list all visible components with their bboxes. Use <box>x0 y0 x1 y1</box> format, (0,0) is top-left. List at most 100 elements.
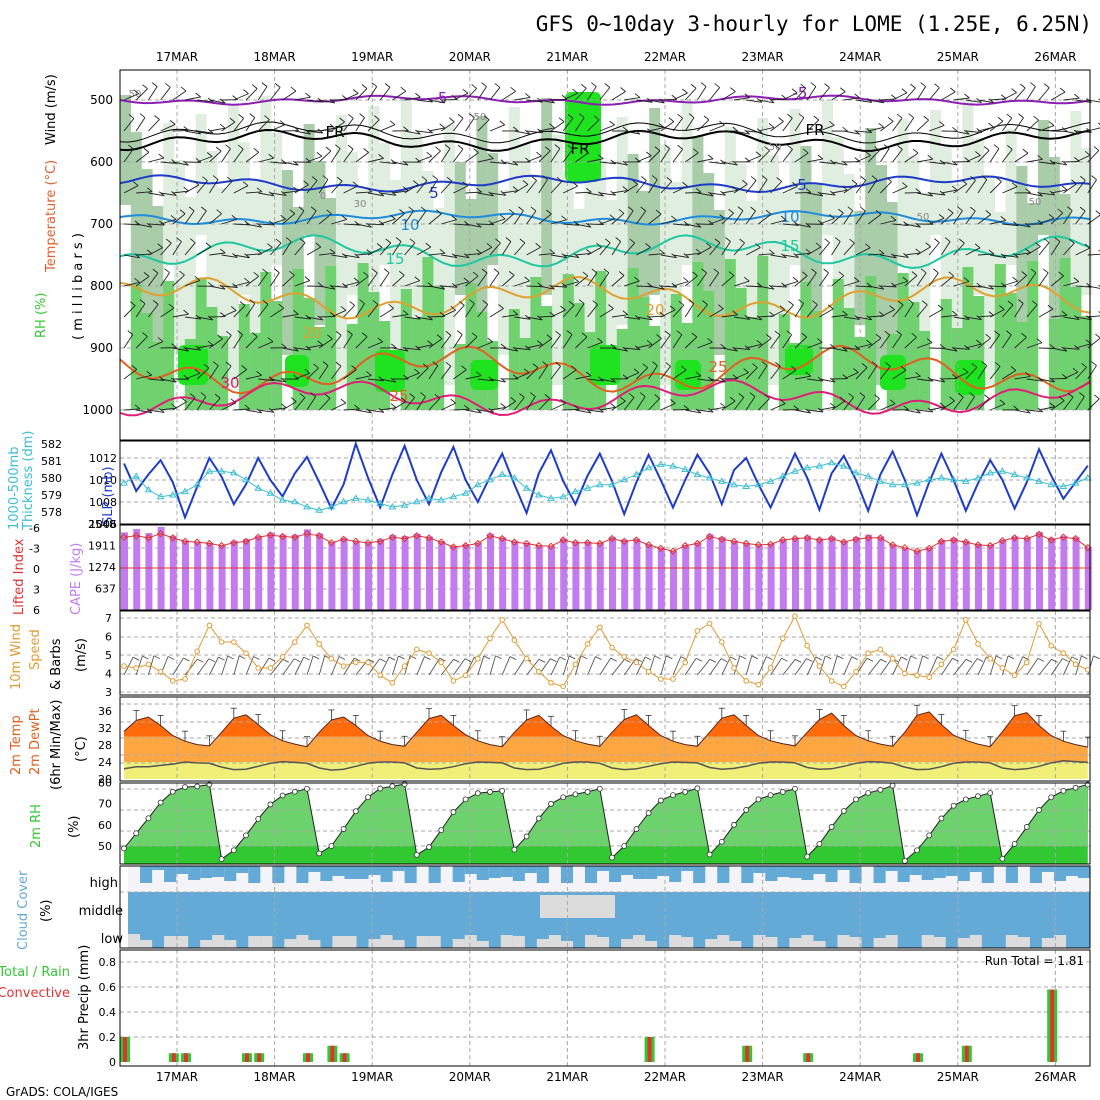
wind-barb <box>758 253 775 256</box>
wind-barb <box>197 130 214 134</box>
thickness-point <box>522 484 531 491</box>
thickness-point <box>827 458 836 466</box>
wind-barb <box>233 93 249 101</box>
rh-shading <box>411 134 423 410</box>
wind-barb <box>165 82 171 88</box>
wind-barb <box>897 300 904 306</box>
wind-barb <box>378 191 385 197</box>
wind-barb <box>697 341 713 349</box>
surface-wind-barb <box>989 655 997 676</box>
panel-frame <box>119 782 1091 865</box>
wind-barb <box>794 117 805 132</box>
wind-barb <box>624 316 641 320</box>
wind-barb <box>916 378 933 382</box>
rh-shading <box>886 202 898 410</box>
wind-barb <box>878 284 885 290</box>
wind-barb <box>257 304 269 318</box>
wind-speed-point <box>243 650 249 656</box>
wind-barb <box>201 206 207 212</box>
wind-barb <box>578 299 585 304</box>
wind-barb <box>555 330 561 336</box>
rh-shading <box>195 278 207 410</box>
wind-barb <box>868 99 885 104</box>
thickness-point <box>888 480 897 488</box>
rh-shading <box>638 297 650 410</box>
surface-wind-barb <box>825 655 832 660</box>
wind-barb <box>903 253 909 258</box>
rh-shading <box>692 262 704 410</box>
pressure-tick: 800 <box>90 279 113 293</box>
wind-barb <box>258 341 274 349</box>
wind-barb <box>257 247 273 256</box>
wind-barb <box>367 341 383 349</box>
cape-bar <box>462 544 470 610</box>
surface-wind-barb <box>684 657 697 676</box>
wind-barb <box>892 280 909 287</box>
wind-barb <box>481 82 487 87</box>
wind-barb <box>402 346 409 352</box>
wind-barb <box>598 191 604 197</box>
surface-wind-barb <box>424 656 431 660</box>
wind-barb <box>928 272 939 287</box>
rh-shading <box>735 164 747 410</box>
surface-wind-barb <box>580 655 588 660</box>
wind-barb <box>769 249 775 255</box>
wind-barb <box>331 180 343 194</box>
wind-barb <box>494 83 501 88</box>
wind-barb <box>721 161 738 166</box>
surface-wind-barb <box>489 655 496 676</box>
wind-barb <box>791 88 798 94</box>
wind-barb <box>608 304 614 309</box>
wind-barb <box>721 400 736 411</box>
wind-barb <box>949 396 955 402</box>
wind-barb <box>441 219 457 225</box>
wind-barb <box>1002 186 1018 194</box>
thickness-point <box>290 497 299 505</box>
surface-wind-barb <box>208 656 219 676</box>
wind-barb <box>489 242 501 256</box>
wind-barb <box>253 271 259 277</box>
wind-barb <box>372 300 379 305</box>
wind-barb <box>1038 161 1055 165</box>
rh-tick: 70 <box>98 798 112 811</box>
thickness-axis-label: 1000-500mb <box>7 446 22 530</box>
rh-point <box>121 845 127 852</box>
wind-barb <box>550 285 567 288</box>
wind-barb <box>648 127 665 132</box>
low-cloud-gap <box>1053 935 1067 948</box>
wind-barb <box>1080 175 1086 181</box>
wind-barb <box>316 152 323 157</box>
wind-barb <box>214 393 221 399</box>
wind-barb <box>999 305 1005 310</box>
millibars-axis-label: ( m i l l i b a r s ) <box>71 233 86 340</box>
surface-wind-barb <box>197 658 204 663</box>
thickness-point <box>217 467 226 474</box>
wind-speed-point <box>1024 659 1030 666</box>
cape-bar <box>938 539 946 610</box>
rh-shading <box>282 170 293 355</box>
lifted-index-point <box>303 529 311 538</box>
wind-barb <box>770 334 781 349</box>
wind-barb <box>750 176 757 181</box>
wind-barb <box>878 98 885 104</box>
wind-barb <box>831 189 848 194</box>
wind-barb <box>965 180 976 194</box>
wind-barb <box>831 212 844 225</box>
wind-barb <box>457 113 464 119</box>
wind-barb <box>193 180 200 186</box>
high-cloud-bar <box>272 866 285 883</box>
wind-barb <box>855 316 872 321</box>
wind-barb <box>806 246 822 256</box>
rh-shading <box>292 269 304 410</box>
wind-barb <box>221 335 232 349</box>
rh-point <box>560 794 567 801</box>
date-label-top: 17MAR <box>156 50 198 64</box>
wind-barb <box>171 377 177 383</box>
wind-barb <box>813 115 820 121</box>
wind-barb <box>477 86 487 101</box>
rh-shading <box>303 298 315 410</box>
wind-barb <box>824 83 830 88</box>
pressure-tick: 500 <box>90 93 113 107</box>
cape-bar <box>218 545 226 610</box>
wind-barb <box>746 316 763 321</box>
